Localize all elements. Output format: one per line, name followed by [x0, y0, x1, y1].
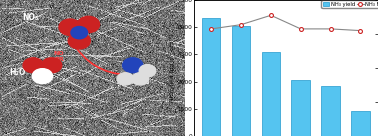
Circle shape	[23, 58, 43, 73]
Circle shape	[132, 73, 149, 85]
Circle shape	[42, 58, 62, 73]
Y-axis label: NH₃ yield (μg h⁻¹ cm⁻²): NH₃ yield (μg h⁻¹ cm⁻²)	[169, 34, 175, 102]
Circle shape	[77, 16, 99, 33]
Bar	[321, 86, 340, 136]
Bar	[351, 111, 370, 136]
Circle shape	[68, 33, 90, 49]
Circle shape	[117, 73, 134, 85]
FancyArrowPatch shape	[71, 41, 128, 76]
Circle shape	[139, 65, 156, 77]
Bar	[232, 26, 250, 136]
Bar	[291, 80, 310, 136]
Circle shape	[32, 69, 53, 84]
Legend: NH₃ yield, NH₃ FE: NH₃ yield, NH₃ FE	[321, 0, 378, 8]
Bar	[262, 52, 280, 136]
Circle shape	[71, 27, 88, 39]
Circle shape	[122, 58, 143, 73]
Text: H₂O: H₂O	[9, 68, 26, 77]
Text: NH₃: NH₃	[133, 77, 149, 86]
Circle shape	[59, 19, 81, 35]
Text: NO₃⁻: NO₃⁻	[22, 13, 42, 22]
Bar	[202, 18, 220, 136]
Text: NO
RR: NO RR	[54, 51, 64, 62]
